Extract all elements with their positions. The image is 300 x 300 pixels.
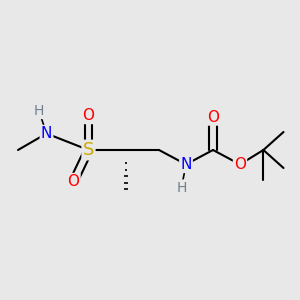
Text: O: O [207,110,219,124]
Text: O: O [82,108,94,123]
Text: H: H [176,181,187,194]
Text: S: S [83,141,94,159]
Text: H: H [34,104,44,118]
Text: O: O [234,157,246,172]
Text: N: N [41,126,52,141]
Text: O: O [68,174,80,189]
Text: N: N [180,157,192,172]
